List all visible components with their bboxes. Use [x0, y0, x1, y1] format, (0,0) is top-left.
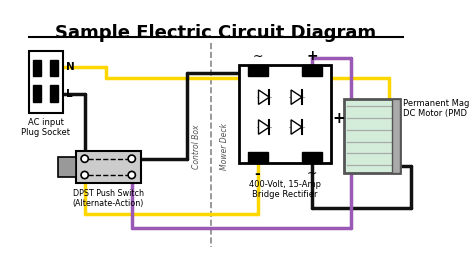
Text: -: -	[255, 167, 261, 181]
Circle shape	[128, 172, 136, 179]
Bar	[28, 51, 63, 113]
Text: Mower Deck: Mower Deck	[219, 124, 228, 170]
Circle shape	[81, 155, 88, 162]
Bar	[50, 60, 58, 76]
Polygon shape	[291, 120, 302, 134]
Text: +: +	[333, 112, 346, 126]
Bar	[392, 99, 400, 173]
Bar	[50, 85, 58, 102]
Text: Sample Electric Circuit Diagram: Sample Electric Circuit Diagram	[55, 24, 376, 42]
Bar	[247, 65, 267, 76]
Text: +: +	[306, 49, 318, 63]
Circle shape	[128, 155, 136, 162]
Bar	[302, 152, 322, 163]
Text: ∼: ∼	[307, 167, 317, 180]
Text: N: N	[66, 62, 74, 72]
Bar	[76, 151, 141, 183]
Bar	[302, 65, 322, 76]
Bar	[33, 60, 41, 76]
Polygon shape	[258, 120, 269, 134]
Text: 400-Volt, 15-Amp
Bridge Rectifier: 400-Volt, 15-Amp Bridge Rectifier	[249, 179, 321, 199]
Circle shape	[81, 172, 88, 179]
Bar	[238, 65, 331, 163]
Text: L: L	[66, 89, 73, 99]
Text: AC input
Plug Socket: AC input Plug Socket	[21, 118, 70, 137]
Text: DPST Push Switch
(Alternate-Action): DPST Push Switch (Alternate-Action)	[73, 189, 144, 208]
Bar	[344, 99, 400, 173]
Text: Control Box: Control Box	[192, 125, 201, 169]
Polygon shape	[258, 90, 269, 104]
Bar	[33, 85, 41, 102]
Text: Permanent Mag
DC Motor (PMD: Permanent Mag DC Motor (PMD	[403, 99, 470, 118]
Bar	[247, 152, 267, 163]
Polygon shape	[291, 90, 302, 104]
Text: ∼: ∼	[252, 50, 263, 63]
Bar	[57, 157, 76, 177]
